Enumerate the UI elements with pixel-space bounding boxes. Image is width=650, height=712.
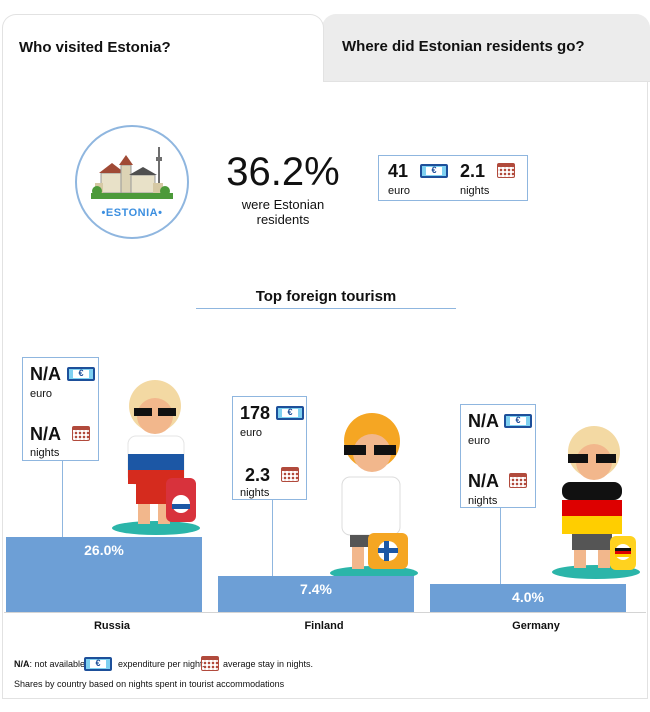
legend-na-text: : not available.	[29, 659, 88, 669]
flag-stripe-red	[562, 500, 622, 516]
finland-connector	[272, 500, 273, 578]
category-germany: Germany	[512, 620, 560, 632]
title-underline	[196, 308, 456, 309]
calendar-icon	[281, 467, 299, 482]
legend-na: N/A	[14, 659, 30, 669]
euro-symbol: €	[515, 415, 521, 425]
germany-euro-value: N/A	[468, 411, 499, 431]
euro-icon: €	[276, 406, 304, 420]
calendar-icon	[509, 473, 527, 488]
euro-symbol: €	[95, 658, 101, 668]
residents-euro-value: 41	[388, 161, 409, 181]
euro-icon: €	[84, 657, 112, 671]
russia-tourist-illustration	[112, 380, 200, 535]
finland-nights-unit: nights	[240, 487, 270, 499]
calendar-icon	[497, 163, 515, 178]
face	[353, 434, 391, 472]
legend-nights-text: average stay in nights.	[223, 659, 314, 669]
germany-nights-value: N/A	[468, 471, 499, 491]
legend-euro-text: expenditure per night.	[118, 659, 206, 669]
finland-nights-value: 2.3	[245, 465, 271, 485]
content-panel	[2, 81, 648, 699]
residents-euro-unit: euro	[388, 185, 411, 197]
sunglasses	[344, 445, 396, 455]
finland-euro-value: 178	[240, 403, 271, 423]
chart-title: Top foreign tourism	[255, 288, 397, 305]
ground-shadow	[112, 521, 200, 535]
germany-connector	[500, 508, 501, 585]
shirt	[341, 476, 401, 536]
residents-nights-unit: nights	[460, 185, 490, 197]
euro-icon: €	[504, 414, 532, 428]
legend-note: Shares by country based on nights spent …	[14, 679, 285, 689]
bar-label-russia: 26.0%	[84, 542, 124, 558]
bottom-divider	[2, 698, 648, 699]
germany-stats-box: N/A € euro N/A nights	[460, 404, 536, 508]
bar-finland	[218, 576, 414, 612]
tab-divider	[324, 81, 650, 82]
finland-stats-box: 178 € euro 2.3 nights	[232, 396, 307, 500]
russia-euro-value: N/A	[30, 364, 61, 384]
estonia-logo: •ESTONIA•	[75, 125, 189, 239]
sunglasses	[134, 408, 176, 416]
euro-icon: €	[420, 164, 448, 178]
sunglasses	[568, 454, 616, 463]
finland-tourist-illustration	[330, 413, 418, 580]
russia-nights-value: N/A	[30, 424, 61, 444]
tab-bar: Who visited Estonia? Where did Estonian …	[0, 0, 650, 82]
euro-symbol: €	[431, 165, 437, 175]
calendar-icon	[72, 426, 90, 441]
category-finland: Finland	[304, 620, 344, 632]
bar-russia	[6, 537, 202, 612]
euro-symbol: €	[78, 368, 84, 378]
bar-germany	[430, 584, 626, 612]
face	[137, 398, 173, 434]
germany-tourist-illustration	[552, 426, 640, 579]
bar-label-finland: 7.4%	[300, 581, 332, 597]
euro-icon: €	[67, 367, 95, 381]
flag-stripe-blue	[128, 454, 184, 470]
russia-euro-unit: euro	[30, 388, 53, 400]
russia-connector	[62, 461, 63, 538]
logo-text: •ESTONIA•	[101, 207, 163, 219]
russia-stats-box: N/A € euro N/A nights	[22, 357, 99, 461]
calendar-icon	[201, 656, 219, 671]
germany-euro-unit: euro	[468, 435, 491, 447]
residents-nights-value: 2.1	[460, 161, 486, 181]
chart-baseline	[4, 612, 646, 613]
residents-caption: were Estonian residents	[241, 197, 325, 227]
legend-line: N/A: not available. expenditure per nigh…	[14, 659, 313, 669]
flag-stripe-gold	[562, 516, 622, 534]
face	[576, 444, 612, 480]
flag-stripe-black	[562, 482, 622, 500]
finland-euro-unit: euro	[240, 427, 263, 439]
tab-who-visited[interactable]: Who visited Estonia?	[2, 14, 324, 82]
residents-percent: 36.2%	[226, 150, 340, 194]
bar-label-germany: 4.0%	[512, 589, 544, 605]
russia-nights-unit: nights	[30, 447, 60, 459]
tallinn-skyline-icon	[91, 147, 173, 199]
tab-where-residents-went[interactable]: Where did Estonian residents go?	[322, 14, 650, 82]
category-russia: Russia	[93, 620, 131, 632]
euro-symbol: €	[287, 407, 293, 417]
residents-stats-box: 41 € euro 2.1 nights	[378, 155, 528, 201]
germany-nights-unit: nights	[468, 495, 498, 507]
